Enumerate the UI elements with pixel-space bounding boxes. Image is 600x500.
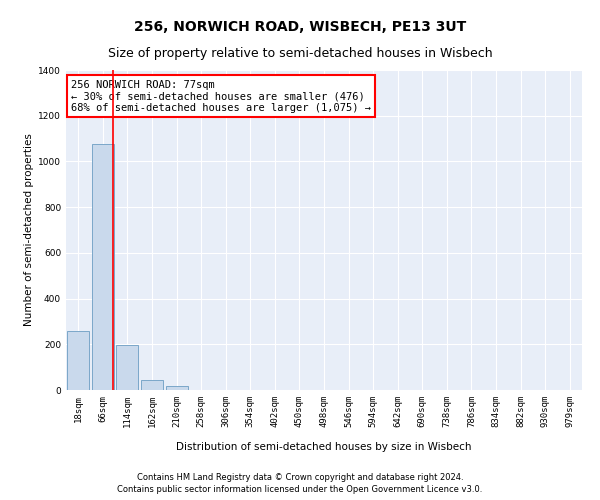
Text: Size of property relative to semi-detached houses in Wisbech: Size of property relative to semi-detach… bbox=[107, 48, 493, 60]
Text: 256 NORWICH ROAD: 77sqm
← 30% of semi-detached houses are smaller (476)
68% of s: 256 NORWICH ROAD: 77sqm ← 30% of semi-de… bbox=[71, 80, 371, 113]
Bar bbox=[116, 346, 139, 390]
Bar bbox=[92, 144, 114, 390]
Y-axis label: Number of semi-detached properties: Number of semi-detached properties bbox=[24, 134, 34, 326]
Text: Contains public sector information licensed under the Open Government Licence v3: Contains public sector information licen… bbox=[118, 485, 482, 494]
Text: Distribution of semi-detached houses by size in Wisbech: Distribution of semi-detached houses by … bbox=[176, 442, 472, 452]
Bar bbox=[141, 380, 163, 390]
Text: Contains HM Land Registry data © Crown copyright and database right 2024.: Contains HM Land Registry data © Crown c… bbox=[137, 472, 463, 482]
Text: 256, NORWICH ROAD, WISBECH, PE13 3UT: 256, NORWICH ROAD, WISBECH, PE13 3UT bbox=[134, 20, 466, 34]
Bar bbox=[67, 330, 89, 390]
Bar bbox=[166, 386, 188, 390]
